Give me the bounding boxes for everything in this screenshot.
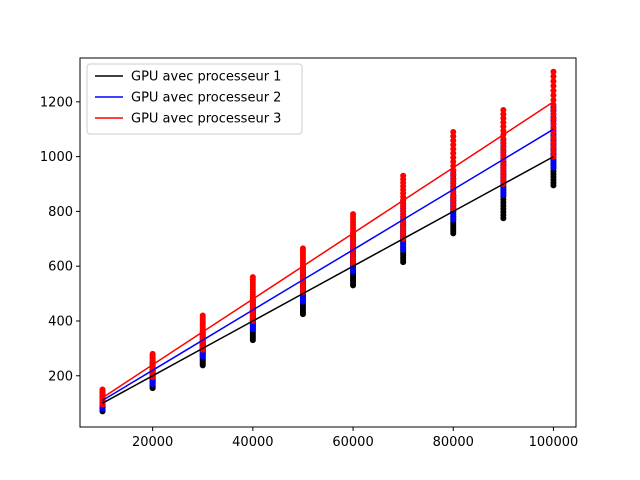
- x-axis: 20000 40000 60000 80000 100000: [132, 427, 578, 450]
- plot-frame: [79, 57, 577, 428]
- scatter-point: [450, 154, 457, 161]
- scatter-point: [550, 144, 557, 151]
- scatter-point: [500, 111, 507, 118]
- scatter-point: [400, 172, 407, 179]
- scatter-point: [550, 130, 557, 137]
- scatter-point: [99, 386, 106, 393]
- legend-item-1: GPU avec processeur 1: [95, 70, 281, 85]
- scatter-point: [550, 73, 557, 80]
- y-tick-label: 200: [48, 369, 73, 384]
- series-line-3: [102, 101, 554, 399]
- scatter-point: [500, 123, 507, 130]
- scatter-point: [450, 128, 457, 135]
- scatter-point: [500, 148, 507, 155]
- scatter-point: [550, 92, 557, 99]
- scatter-point: [500, 160, 507, 167]
- scatter-point: [550, 87, 557, 94]
- scatter-point: [550, 120, 557, 127]
- scatter-point: [450, 163, 457, 170]
- scatter-point: [450, 201, 457, 208]
- y-tick-label: 1200: [40, 95, 73, 110]
- scatter-point: [350, 211, 357, 218]
- x-tick-label: 20000: [132, 435, 173, 450]
- scatter-point: [450, 175, 457, 182]
- scatter-point: [450, 146, 457, 153]
- x-tick-label: 100000: [529, 435, 579, 450]
- scatter-point: [450, 141, 457, 148]
- scatter-point: [450, 150, 457, 157]
- scatter-point: [550, 139, 557, 146]
- scatter-point: [450, 171, 457, 178]
- scatter-point: [149, 350, 156, 357]
- legend-label: GPU avec processeur 2: [131, 91, 281, 106]
- legend-label: GPU avec processeur 1: [131, 70, 281, 85]
- scatter-point: [500, 172, 507, 179]
- scatter-point: [299, 245, 306, 252]
- scatter-point: [550, 97, 557, 104]
- legend-label: GPU avec processeur 3: [131, 112, 281, 127]
- scatter-point: [450, 192, 457, 199]
- scatter-point: [450, 180, 457, 187]
- scatter-point: [500, 115, 507, 122]
- series-line-2: [102, 128, 554, 402]
- legend: GPU avec processeur 1 GPU avec processeur…: [86, 63, 303, 135]
- scatter-point: [550, 106, 557, 113]
- scatter-point: [550, 111, 557, 118]
- scatter-series-3: [99, 68, 557, 408]
- scatter-point: [199, 312, 206, 319]
- scatter-point: [500, 135, 507, 142]
- y-tick-label: 600: [48, 260, 73, 275]
- scatter-point: [450, 137, 457, 144]
- scatter-point: [550, 82, 557, 89]
- y-tick-label: 800: [48, 205, 73, 220]
- x-tick-label: 40000: [232, 435, 273, 450]
- scatter-point: [500, 168, 507, 175]
- scatter-point: [450, 133, 457, 140]
- scatter-point: [450, 158, 457, 165]
- x-tick-label: 80000: [433, 435, 474, 450]
- x-tick-label: 60000: [332, 435, 373, 450]
- scatter-point: [500, 107, 507, 114]
- scatter-point: [500, 152, 507, 159]
- scatter-point: [500, 139, 507, 146]
- scatter-point: [550, 78, 557, 85]
- y-axis: 200 400 600 800 1000 1200: [40, 95, 80, 384]
- legend-item-3: GPU avec processeur 3: [95, 112, 281, 127]
- y-tick-label: 1000: [40, 150, 73, 165]
- scatter-point: [500, 127, 507, 134]
- scatter-point: [500, 144, 507, 151]
- scatter-point: [550, 134, 557, 141]
- scatter-point: [500, 164, 507, 171]
- scatter-point: [550, 148, 557, 155]
- scatter-point: [550, 115, 557, 122]
- legend-item-2: GPU avec processeur 2: [95, 91, 281, 106]
- scatter-point: [500, 119, 507, 126]
- scatter-point: [249, 274, 256, 281]
- scatter-point: [500, 176, 507, 183]
- legend-box: [86, 63, 303, 135]
- y-tick-label: 400: [48, 314, 73, 329]
- scatter-point: [450, 197, 457, 204]
- scatter-point: [550, 68, 557, 75]
- regression-lines: [102, 101, 554, 404]
- series-line-1: [102, 155, 554, 404]
